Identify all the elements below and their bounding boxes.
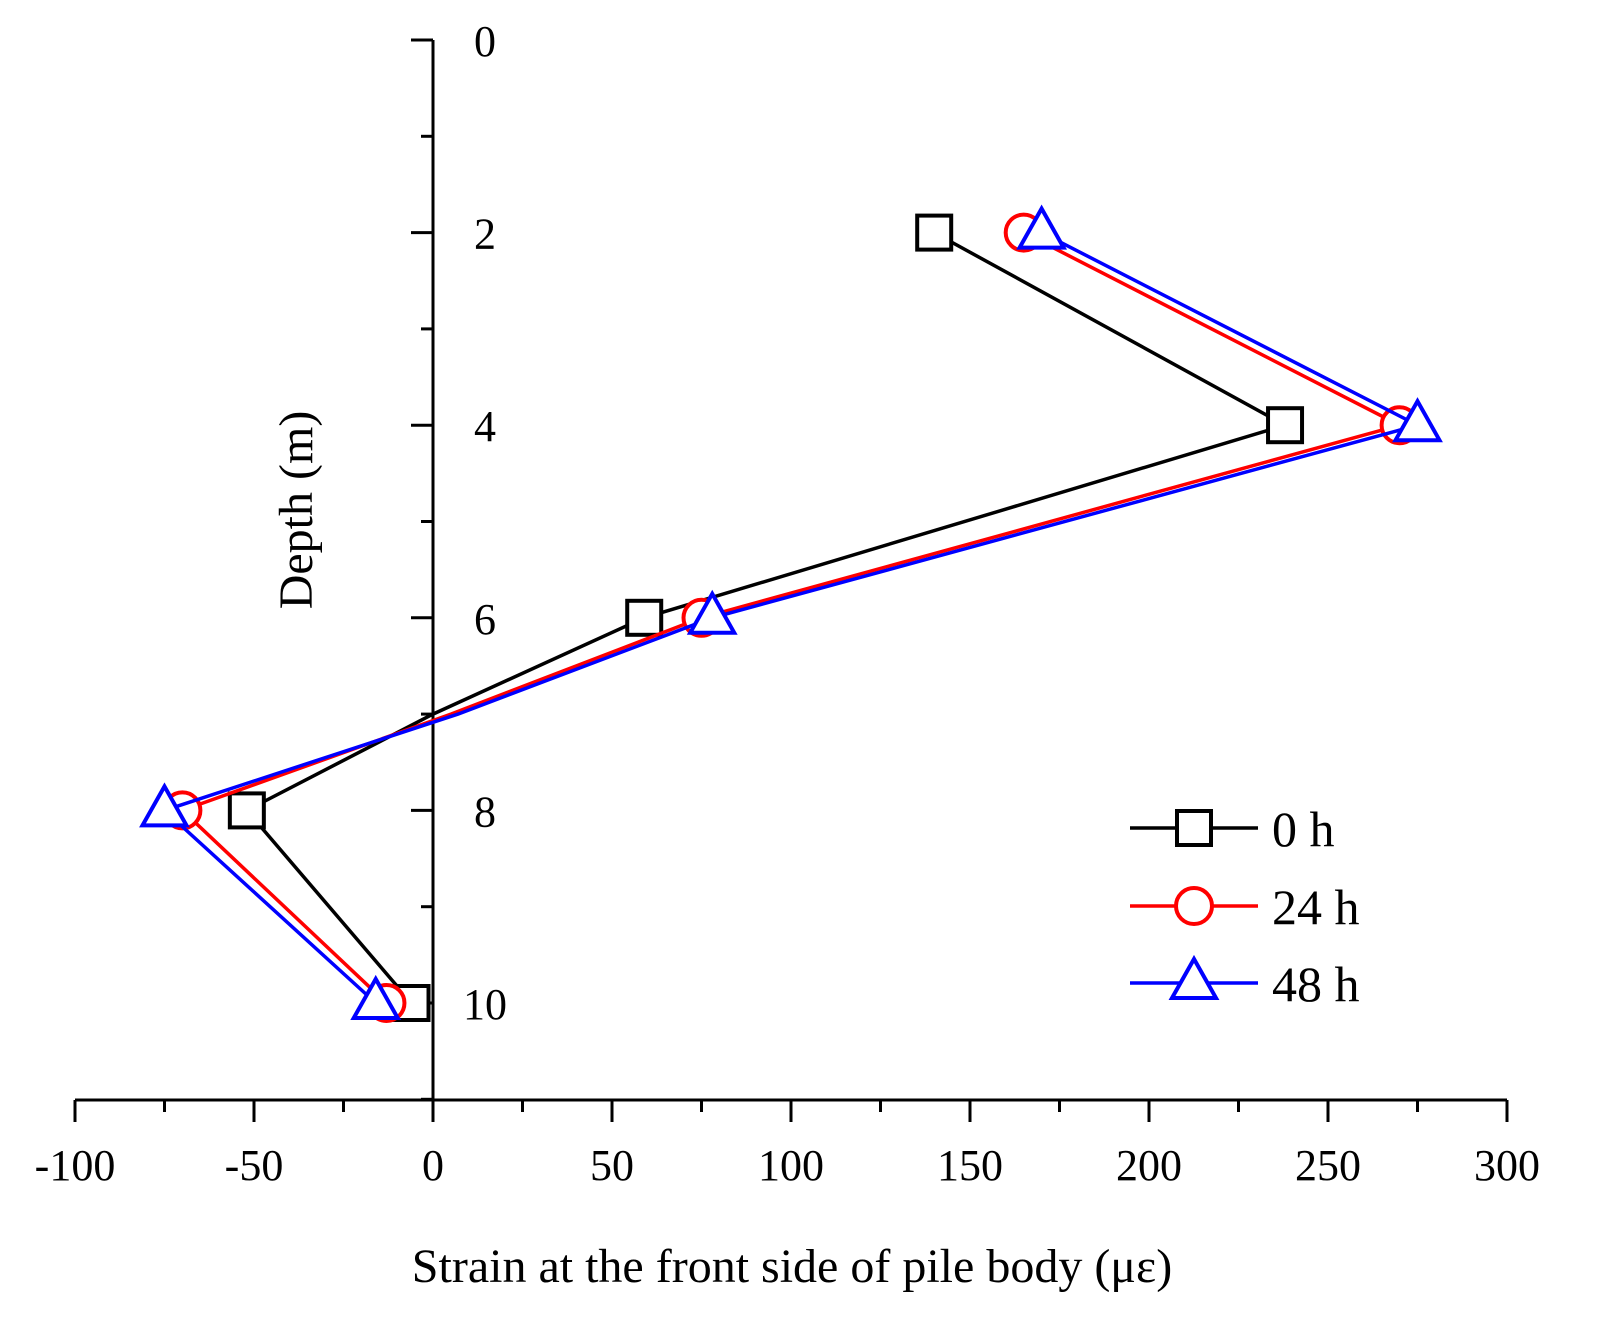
series-layer (139, 204, 1443, 1023)
legend-entry: 0 h (1130, 801, 1335, 857)
y-axis-title: Depth (m) (270, 411, 323, 610)
legend-entry: 24 h (1130, 879, 1360, 935)
data-point (915, 213, 954, 252)
x-tick-label: -50 (225, 1141, 284, 1190)
series-line (244, 231, 1290, 1005)
legend-label: 24 h (1272, 879, 1360, 935)
data-point (227, 791, 266, 830)
series-line (161, 231, 1423, 1005)
x-tick-label: 50 (590, 1141, 634, 1190)
data-point (1266, 406, 1305, 445)
legend-marker (1174, 886, 1214, 926)
series-0h (227, 213, 1305, 1022)
data-point (686, 589, 738, 635)
x-tick-label: -100 (35, 1141, 116, 1190)
legend-marker (1175, 809, 1213, 847)
x-tick-label: 150 (937, 1141, 1003, 1190)
y-tick-label: 4 (474, 402, 496, 451)
data-point (1016, 204, 1068, 250)
series-line (179, 231, 1405, 1005)
legend-marker (1168, 954, 1220, 1000)
y-tick-label: 0 (474, 17, 496, 66)
y-tick-label: 2 (474, 210, 496, 259)
x-tick-label: 250 (1295, 1141, 1361, 1190)
data-point (139, 782, 190, 828)
x-tick-label: 100 (758, 1141, 824, 1190)
axes: -100 -50 0 50 100 150 200 250 300 0 2 4 6 8 10 (35, 17, 1540, 1190)
data-point (1392, 397, 1443, 443)
legend-label: 48 h (1272, 956, 1360, 1012)
series-24h (162, 212, 1420, 1023)
series-48h (139, 204, 1443, 1020)
legend-label: 0 h (1272, 801, 1335, 857)
x-axis-title: Strain at the front side of pile body (μ… (412, 1240, 1172, 1293)
x-tick-label: 200 (1116, 1141, 1182, 1190)
y-tick-label: 10 (463, 980, 507, 1029)
legend: 0 h 24 h 48 h (1130, 801, 1360, 1012)
legend-entry: 48 h (1130, 954, 1360, 1012)
y-tick-label: 6 (474, 595, 496, 644)
y-tick-label: 8 (474, 787, 496, 836)
x-tick-label: 0 (422, 1141, 444, 1190)
x-tick-label: 300 (1474, 1141, 1540, 1190)
data-point (625, 598, 664, 637)
data-point (350, 974, 402, 1020)
